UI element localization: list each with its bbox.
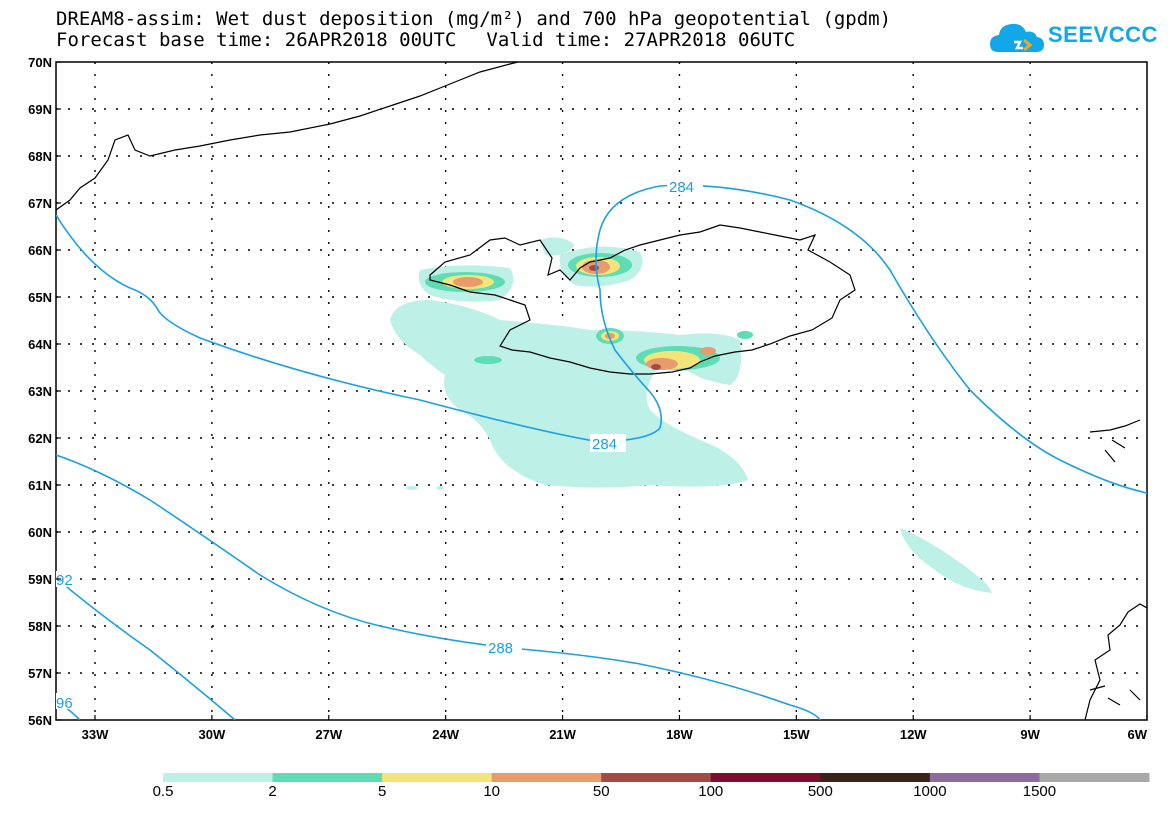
colorbar-swatch xyxy=(710,773,821,782)
lat-tick-label: 67N xyxy=(28,196,52,211)
colorbar-swatch xyxy=(929,773,1040,782)
forecast-base-time: Forecast base time: 26APR2018 00UTC xyxy=(56,29,457,51)
lat-tick-label: 68N xyxy=(28,149,52,164)
colorbar-swatch xyxy=(820,773,931,782)
lat-tick-label: 65N xyxy=(28,290,52,305)
map-subtitle: Forecast base time: 26APR2018 00UTC Valid… xyxy=(56,31,795,50)
lon-tick-label: 27W xyxy=(315,727,342,742)
colorbar-label: 5 xyxy=(377,783,387,800)
colorbar-swatch xyxy=(491,773,602,782)
lat-tick-label: 58N xyxy=(28,619,52,634)
colorbar-swatch xyxy=(1039,773,1150,782)
colorbar-label: 100 xyxy=(698,783,724,800)
lat-tick-label: 56N xyxy=(28,713,52,728)
graticule xyxy=(56,62,1147,720)
colorbar-swatch xyxy=(272,773,383,782)
colorbar-swatch xyxy=(601,773,712,782)
lon-tick-label: 33W xyxy=(82,727,109,742)
contour-label-284-south: 284 xyxy=(592,436,617,453)
geopotential-contours xyxy=(56,184,1147,720)
contour-label-292: 92 xyxy=(56,572,73,589)
contour-label-288: 288 xyxy=(488,640,513,657)
lat-tick-label: 66N xyxy=(28,243,52,258)
colorbar-swatch xyxy=(163,773,274,782)
lat-tick-label: 61N xyxy=(28,478,52,493)
latitude-labels: 70N 69N 68N 67N 66N 65N 64N 63N 62N 61N 60N 59N 58N 5… xyxy=(28,55,52,728)
longitude-labels: 33W 30W 27W 24W 21W 18W 15W 12W 9W 6W xyxy=(82,727,1148,742)
map-title: DREAM8-assim: Wet dust deposition (mg/m²… xyxy=(56,8,892,30)
lon-tick-label: 15W xyxy=(783,727,810,742)
lat-tick-label: 57N xyxy=(28,666,52,681)
colorbar-label: 10 xyxy=(483,783,500,800)
lon-tick-label: 12W xyxy=(900,727,927,742)
greenland-coast xyxy=(56,62,519,211)
colorbar-label: 50 xyxy=(592,783,610,800)
lon-tick-label: 6W xyxy=(1128,727,1148,742)
colorbar-label: 0.5 xyxy=(152,783,174,800)
lon-tick-label: 9W xyxy=(1020,727,1040,742)
iceland-coast xyxy=(429,224,856,375)
colorbar-label: 1000 xyxy=(913,783,947,800)
lon-tick-label: 21W xyxy=(549,727,576,742)
wet-deposition-shading xyxy=(390,237,992,593)
logo-text: SEEVCCC xyxy=(1048,22,1158,47)
lon-tick-label: 24W xyxy=(432,727,459,742)
colorbar-label: 1500 xyxy=(1022,783,1057,800)
lat-tick-label: 69N xyxy=(28,102,52,117)
colorbar-label: 2 xyxy=(268,783,277,800)
faroe-coast xyxy=(1089,419,1141,463)
lat-tick-label: 62N xyxy=(28,431,52,446)
lat-tick-label: 59N xyxy=(28,572,52,587)
valid-time: Valid time: 27APR2018 06UTC xyxy=(486,29,796,51)
contour-label-296: 96 xyxy=(56,695,73,712)
contour-label-284-north: 284 xyxy=(669,179,694,196)
coastlines xyxy=(56,62,1147,720)
lon-tick-label: 30W xyxy=(199,727,226,742)
contour-292 xyxy=(56,577,236,720)
lat-tick-label: 70N xyxy=(28,55,52,70)
contour-288 xyxy=(56,454,821,720)
colorbar-swatch xyxy=(382,773,493,782)
scotland-coast xyxy=(1084,603,1147,720)
scotland-islands xyxy=(1089,685,1141,706)
lat-tick-label: 60N xyxy=(28,525,52,540)
contour-284-south xyxy=(56,184,1147,494)
lon-tick-label: 18W xyxy=(666,727,693,742)
lat-tick-label: 64N xyxy=(28,337,52,352)
axis-ticks xyxy=(56,61,1148,721)
lat-tick-label: 63N xyxy=(28,384,52,399)
cloud-logo-icon xyxy=(990,23,1044,52)
colorbar-label: 500 xyxy=(807,783,833,800)
